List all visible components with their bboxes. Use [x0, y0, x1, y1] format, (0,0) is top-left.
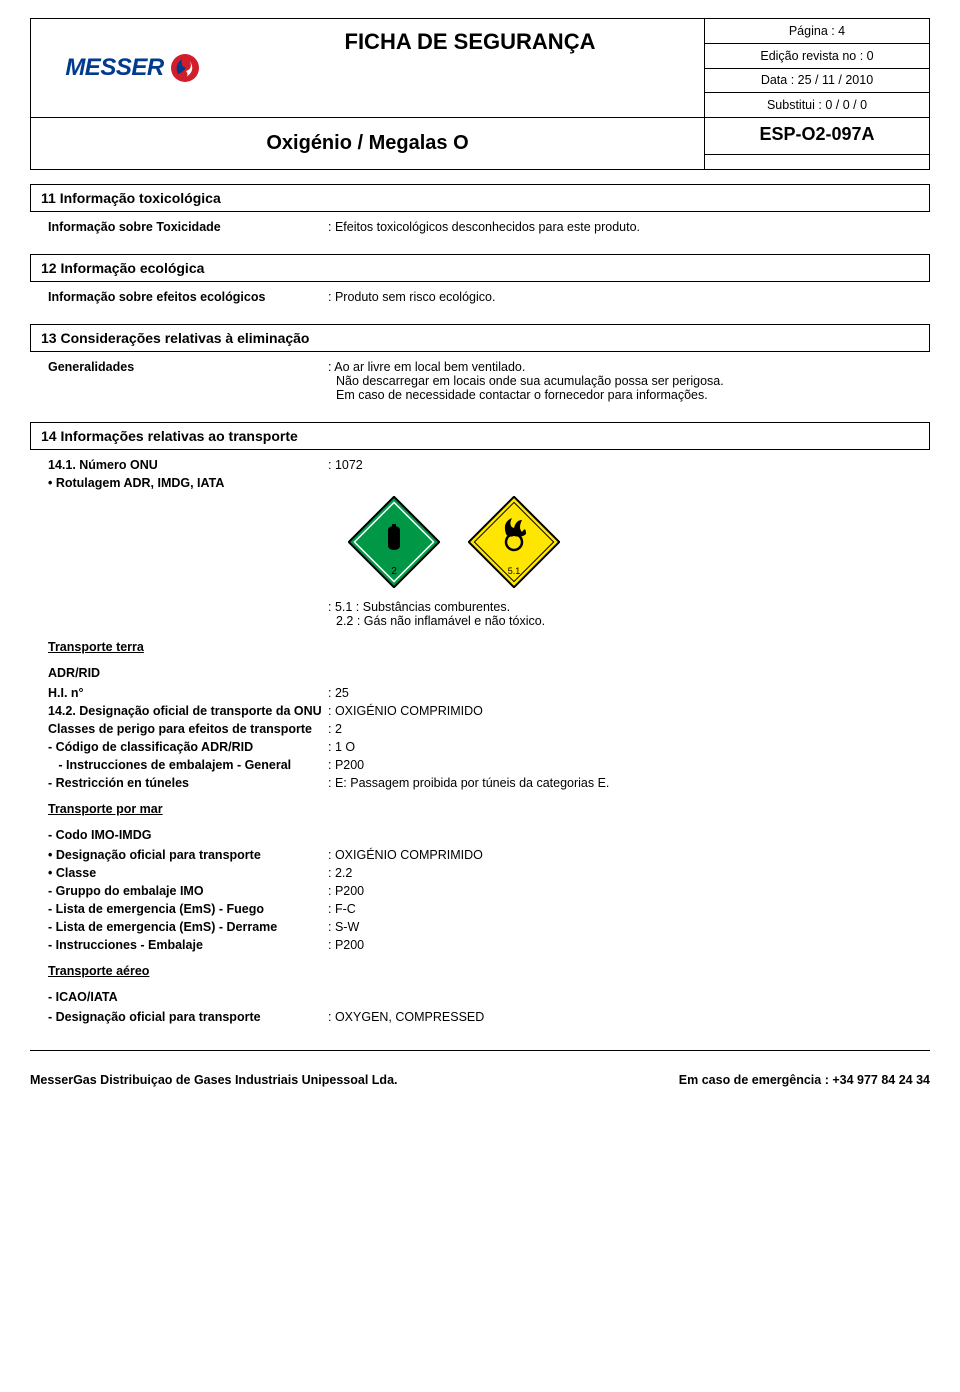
footer-left: MesserGas Distribuiçao de Gases Industri… [30, 1073, 398, 1087]
s14-onu-value: : 1072 [328, 458, 912, 472]
product-code: ESP-O2-097A [704, 118, 929, 169]
mar-gruppo-label: - Gruppo do embalaje IMO [48, 884, 328, 898]
logo-flame-icon [168, 51, 202, 85]
s13-value-l3: Em caso de necessidade contactar o forne… [328, 388, 912, 402]
terra-restr-value: : E: Passagem proibida por túneis da cat… [328, 776, 912, 790]
s13-value-l2: Não descarregar em locais onde sua acumu… [328, 374, 912, 388]
s13-value: : Ao ar livre em local bem ventilado. Nã… [328, 360, 912, 402]
s14-classes-l2: 2.2 : Gás não inflamável e não tóxico. [328, 614, 912, 628]
section-11-title: 11 Informação toxicológica [30, 184, 930, 212]
terra-codigo-value: : 1 O [328, 740, 912, 754]
terra-restr-label: - Restricción en túneles [48, 776, 328, 790]
s14-mar-title: Transporte por mar [48, 802, 912, 816]
s13-value-l1: : Ao ar livre em local bem ventilado. [328, 360, 912, 374]
s14-aereo-title: Transporte aéreo [48, 964, 912, 978]
s14-rotulagem: • Rotulagem ADR, IMDG, IATA [48, 476, 328, 490]
diamond-yellow-label: 5.1 [508, 566, 521, 576]
mar-classe-value: : 2.2 [328, 866, 912, 880]
footer-right: Em caso de emergência : +34 977 84 24 34 [679, 1073, 930, 1087]
footer: MesserGas Distribuiçao de Gases Industri… [30, 1051, 930, 1087]
s14-onu-label: 14.1. Número ONU [48, 458, 328, 472]
terra-classes-value: : 2 [328, 722, 912, 736]
header-meta: Página : 4 Edição revista no : 0 Data : … [704, 19, 929, 117]
terra-desig-label: 14.2. Designação oficial de transporte d… [48, 704, 328, 718]
logo-text: MESSER [65, 54, 163, 82]
hazard-diamond-yellow-icon: 5.1 [468, 496, 560, 588]
s14-adr-title: ADR/RID [48, 666, 912, 680]
mar-gruppo-value: : P200 [328, 884, 912, 898]
mar-classe-label: • Classe [48, 866, 328, 880]
hazard-diamonds: 2 5.1 [348, 496, 912, 588]
hazard-diamond-green-icon: 2 [348, 496, 440, 588]
aereo-desig-label: - Designação oficial para transporte [48, 1010, 328, 1024]
meta-date: Data : 25 / 11 / 2010 [705, 69, 929, 94]
diamond-green-label: 2 [391, 566, 397, 577]
s12-label: Informação sobre efeitos ecológicos [48, 290, 328, 304]
terra-instr-value: : P200 [328, 758, 912, 772]
mar-desig-value: : OXIGÉNIO COMPRIMIDO [328, 848, 912, 862]
product-name: Oxigénio / Megalas O [31, 118, 704, 169]
terra-instr-label: - Instrucciones de embalajem - General [48, 758, 328, 772]
meta-replaces: Substitui : 0 / 0 / 0 [705, 93, 929, 117]
mar-instr-label: - Instrucciones - Embalaje [48, 938, 328, 952]
product-code-text: ESP-O2-097A [759, 124, 874, 145]
mar-desig-label: • Designação oficial para transporte [48, 848, 328, 862]
s14-terra-title: Transporte terra [48, 640, 912, 654]
logo-cell: MESSER [31, 19, 236, 117]
document-title: FICHA DE SEGURANÇA [236, 19, 704, 117]
mar-emsderrame-label: - Lista de emergencia (EmS) - Derrame [48, 920, 328, 934]
section-14-title: 14 Informações relativas ao transporte [30, 422, 930, 450]
terra-hi-value: : 25 [328, 686, 912, 700]
section-13-title: 13 Considerações relativas à eliminação [30, 324, 930, 352]
s11-label: Informação sobre Toxicidade [48, 220, 328, 234]
s14-classes-text: : 5.1 : Substâncias comburentes. 2.2 : G… [328, 600, 912, 628]
terra-codigo-label: - Código de classificação ADR/RID [48, 740, 328, 754]
mar-emsfuego-value: : F-C [328, 902, 912, 916]
mar-emsderrame-value: : S-W [328, 920, 912, 934]
meta-page: Página : 4 [705, 19, 929, 44]
s12-value: : Produto sem risco ecológico. [328, 290, 912, 304]
meta-edition: Edição revista no : 0 [705, 44, 929, 69]
s14-classes-l1: : 5.1 : Substâncias comburentes. [328, 600, 912, 614]
s14-icao-title: - ICAO/IATA [48, 990, 912, 1004]
s13-label: Generalidades [48, 360, 328, 374]
terra-desig-value: : OXIGÉNIO COMPRIMIDO [328, 704, 912, 718]
s11-value: : Efeitos toxicológicos desconhecidos pa… [328, 220, 912, 234]
terra-classes-label: Classes de perigo para efeitos de transp… [48, 722, 328, 736]
mar-emsfuego-label: - Lista de emergencia (EmS) - Fuego [48, 902, 328, 916]
header: MESSER FICHA DE SEGURANÇA Página : 4 Edi… [30, 18, 930, 170]
aereo-desig-value: : OXYGEN, COMPRESSED [328, 1010, 912, 1024]
section-12-title: 12 Informação ecológica [30, 254, 930, 282]
s14-imo-title: - Codo IMO-IMDG [48, 828, 912, 842]
terra-hi-label: H.I. n° [48, 686, 328, 700]
mar-instr-value: : P200 [328, 938, 912, 952]
logo: MESSER [65, 51, 201, 85]
